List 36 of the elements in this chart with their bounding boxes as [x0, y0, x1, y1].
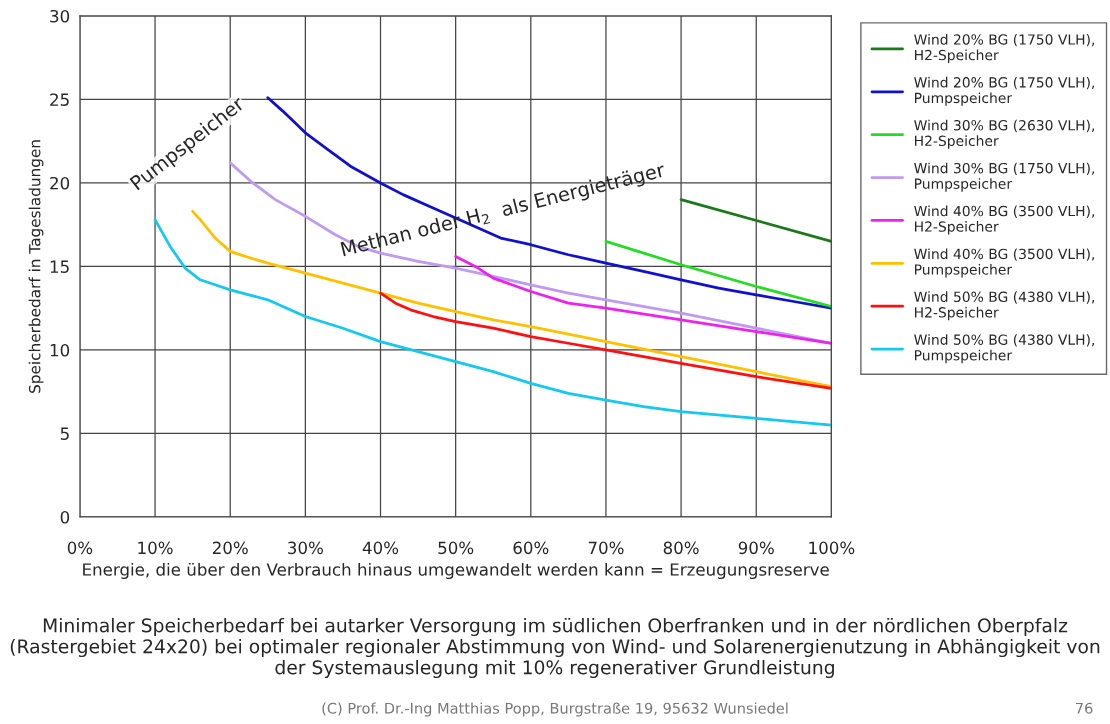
x-tick-label: 50%	[438, 541, 474, 555]
line-series	[379, 291, 832, 390]
x-tick-label: 80%	[663, 541, 699, 555]
x-tick-label: 10%	[138, 541, 173, 555]
text: Minimaler Speicherbedarf bei autarker Versorgung im südlichen Oberfranken und in der nördlichen Oberpfalz (Rastergebiet 24x20) bei optimaler regionaler Abstimmung von Wind- und Solarenergienutzung in Abhängigkeit von der Systemauslegung mit 10% regenerativer Grundleistung	[10, 617, 1100, 679]
text: (C) Prof. Dr.-Ing Matthias Popp, Burgstraße 19, 95632 Wunsiedel	[322, 702, 788, 717]
legend-label: Wind 50% BG (4380 VLH), Pumpspeicher	[914, 334, 1095, 364]
x-axis-title: Energie, die über den Verbrauch hinaus umgewandelt werden kann = Erzeugungsreserve	[83, 562, 829, 580]
y-tick-label: 5	[60, 427, 69, 440]
x-tick-label: 90%	[738, 541, 774, 555]
legend-label: Wind 40% BG (3500 VLH), Pumpspeicher	[914, 248, 1095, 278]
legend-label: Wind 30% BG (1750 VLH), Pumpspeicher	[914, 162, 1095, 192]
y-tick-label: 0	[60, 510, 70, 524]
legend-label: Wind 40% BG (3500 VLH), H2-Speicher	[914, 205, 1095, 235]
y-tick-label: 10	[50, 343, 70, 357]
line-series	[454, 255, 832, 345]
y-tick-label: 15	[50, 260, 69, 273]
x-tick-label: 60%	[513, 541, 549, 555]
y-tick-label: 25	[50, 93, 69, 106]
line-series	[266, 96, 832, 310]
legend-label: Wind 30% BG (2630 VLH), H2-Speicher	[914, 119, 1095, 149]
y-axis-title: Speicherbedarf in Tagesladungen	[28, 140, 44, 393]
y-tick-label: 30	[50, 9, 70, 23]
x-tick-label: 70%	[588, 541, 624, 555]
line-series	[604, 239, 832, 308]
x-tick-label: 30%	[288, 541, 323, 555]
text: 76	[1075, 702, 1093, 714]
x-tick-label: 0%	[67, 541, 93, 555]
y-tick-label: 20	[50, 176, 70, 190]
legend-label: Wind 20% BG (1750 VLH), H2-Speicher	[914, 33, 1095, 63]
x-tick-label: 100%	[809, 541, 855, 555]
x-tick-label: 20%	[212, 541, 248, 555]
annotation: Methan oder H$_{2}$ als Energieträger	[340, 161, 667, 261]
legend-label: Wind 50% BG (4380 VLH), H2-Speicher	[914, 291, 1095, 321]
legend-label: Wind 20% BG (1750 VLH), Pumpspeicher	[914, 76, 1095, 106]
x-tick-label: 40%	[362, 541, 399, 555]
